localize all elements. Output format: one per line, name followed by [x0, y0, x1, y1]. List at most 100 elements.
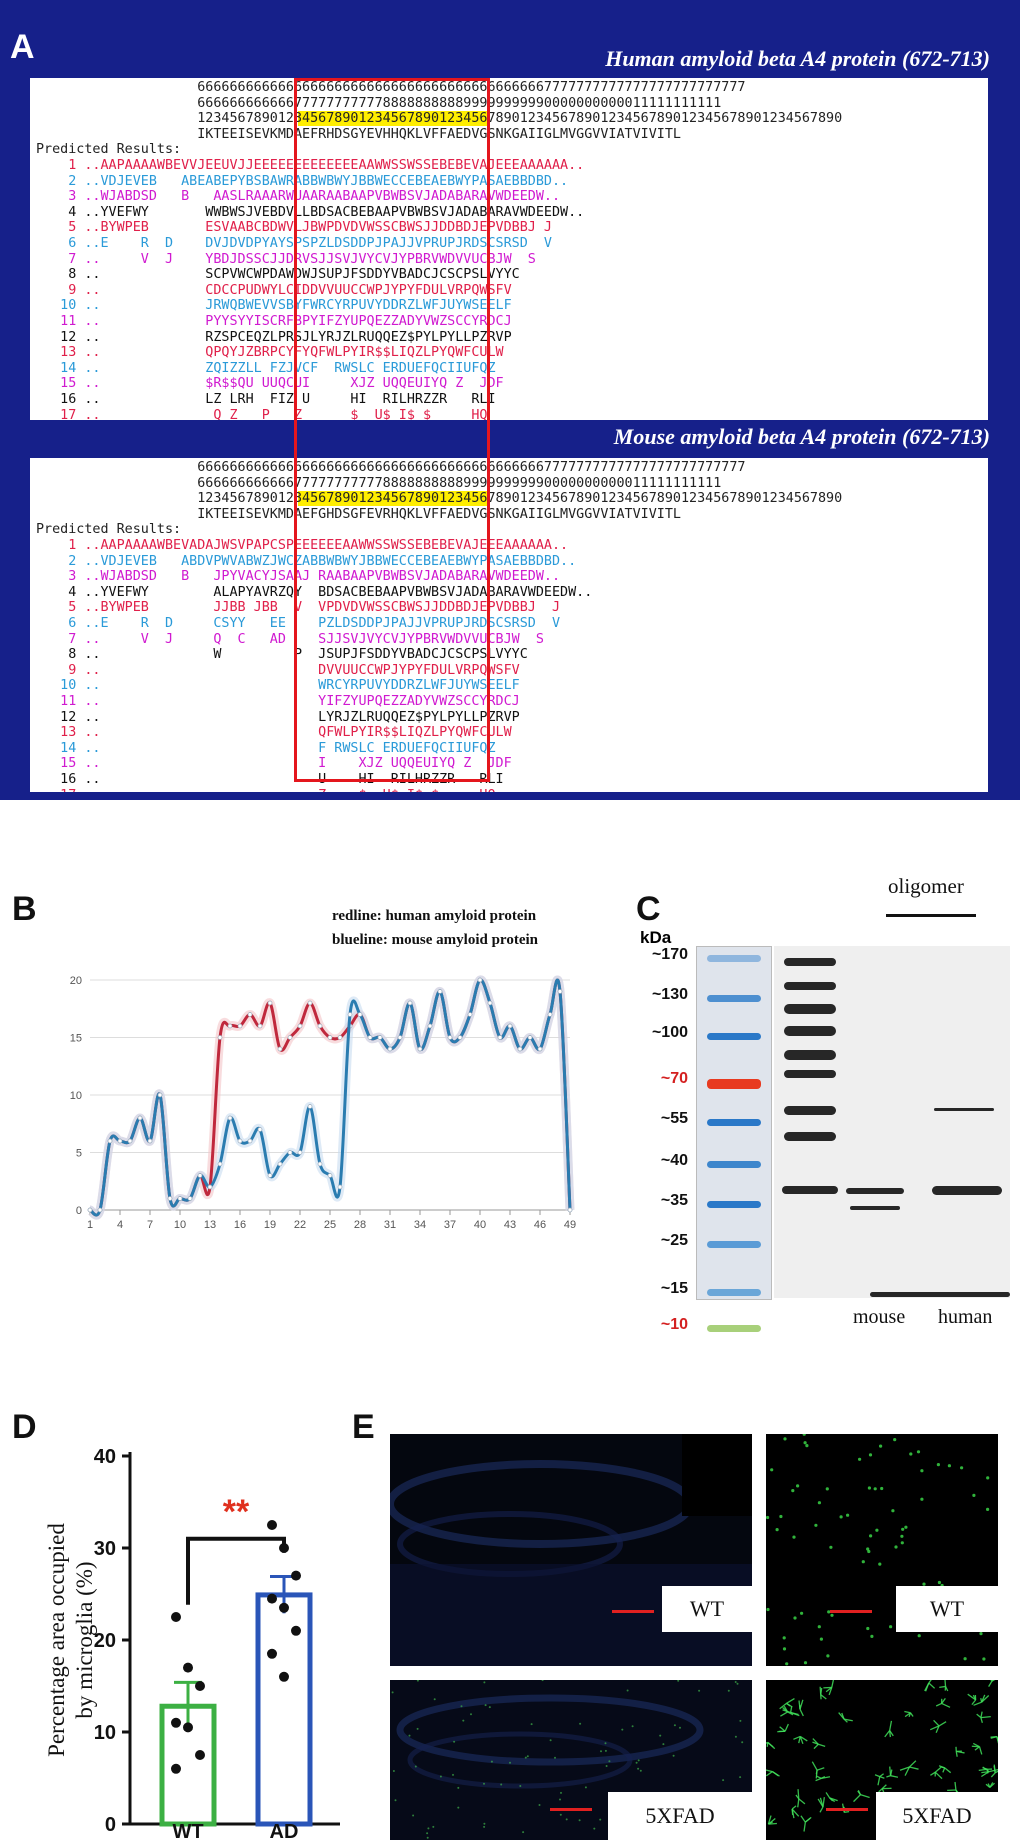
human-header-line: Predicted Results:: [36, 142, 182, 158]
microglia-cluster: [904, 1710, 914, 1718]
mouse-series-line: [89, 978, 572, 1217]
microglia-dot: [922, 1582, 926, 1586]
microglia-cluster: [795, 1789, 806, 1808]
legend-redline: redline: human amyloid protein: [332, 908, 537, 924]
microglia-dot: [621, 1728, 624, 1731]
x-tick-label: 25: [324, 1219, 336, 1231]
data-point: [117, 1138, 123, 1144]
microglia-dot: [869, 1534, 873, 1538]
data-point: [557, 989, 563, 994]
mouse-header-line: 6666666666667777777777788888888889999999…: [36, 475, 722, 491]
data-point: [347, 1012, 353, 1017]
microglia-dot: [960, 1466, 964, 1470]
microglia-dot: [541, 1680, 544, 1682]
microglia-dot: [779, 1514, 783, 1519]
microglia-cluster: [899, 1760, 919, 1776]
blot-band: [870, 1292, 1010, 1297]
microglia-cluster: [779, 1697, 795, 1710]
microglia-dot: [460, 1705, 463, 1708]
microglia-dot: [825, 1487, 829, 1491]
microglia-dot: [412, 1814, 415, 1817]
data-point: [237, 1138, 243, 1144]
data-point: [177, 1196, 183, 1201]
blot-band: [850, 1206, 900, 1210]
microglia-dot: [796, 1484, 800, 1488]
data-point: [267, 1648, 277, 1659]
data-point: [195, 1681, 205, 1691]
microglia-dot: [433, 1698, 436, 1701]
microglia-dot: [802, 1434, 806, 1436]
micrograph-label: WT: [896, 1586, 998, 1632]
data-point: [377, 1035, 383, 1040]
blot-band: [784, 982, 836, 990]
mouse-header-line: Predicted Results:: [36, 522, 182, 538]
microglia-dot: [805, 1444, 809, 1448]
microglia-cluster: [990, 1764, 998, 1778]
microglia-cluster: [924, 1680, 936, 1692]
microglia-cluster: [819, 1686, 827, 1700]
data-point: [97, 1207, 103, 1213]
data-point: [277, 1161, 283, 1167]
data-point: [407, 1000, 413, 1006]
microglia-dot: [637, 1767, 640, 1770]
data-point: [307, 1104, 313, 1109]
microglia-dot: [734, 1681, 737, 1683]
data-point: [267, 1520, 277, 1530]
x-tick-label: 16: [234, 1219, 246, 1231]
microglia-dot: [937, 1580, 941, 1585]
blot-band: [782, 1186, 838, 1194]
microglia-cluster: [938, 1765, 952, 1774]
human-prediction-row: 15 .. $R$$QU UUQCUI XJZ UQQEUIYQ Z JDF: [36, 376, 504, 392]
microglia-dot: [604, 1749, 607, 1752]
microglia-cluster: [823, 1680, 835, 1696]
microglia-dot: [565, 1818, 568, 1821]
microglia-dot: [416, 1727, 419, 1730]
western-blot-image: [774, 946, 1010, 1298]
microglia-cluster: [853, 1789, 870, 1803]
scale-bar: [612, 1610, 654, 1613]
kda-marker: ~70: [660, 1070, 688, 1087]
microglia-cluster: [791, 1805, 800, 1819]
panel-label-e: E: [352, 1408, 375, 1446]
blot-band: [784, 1132, 836, 1141]
tissue-texture: [390, 1434, 752, 1666]
microglia-dot: [698, 1689, 701, 1692]
microglia-dot: [867, 1549, 871, 1554]
micrograph-wt-high-mag: WT: [766, 1434, 998, 1666]
data-point: [171, 1612, 181, 1622]
microglia-dot: [891, 1509, 895, 1513]
data-point: [147, 1138, 153, 1144]
microglia-dot: [549, 1739, 552, 1742]
microglia-dot: [579, 1722, 582, 1725]
microglia-dot: [736, 1682, 739, 1685]
human-prediction-row: 6 ..E R D DVJDVDPYAYSPSPZLDSDDPJPAJJVPRU…: [36, 236, 552, 251]
ladder-band: [707, 1289, 761, 1296]
mouse-header-line: 1234567890123456789012345678901234567890…: [36, 491, 843, 507]
data-point: [167, 1196, 173, 1201]
ladder-band: [707, 1241, 761, 1248]
data-point: [287, 1035, 293, 1040]
microglia-dot: [677, 1680, 680, 1682]
microglia-dot: [600, 1750, 602, 1753]
legend-blueline: blueline: mouse amyloid protein: [332, 932, 538, 948]
blot-band: [846, 1188, 904, 1194]
x-tick-label: 13: [204, 1219, 216, 1231]
microglia-dot: [861, 1560, 865, 1564]
microglia-cluster: [985, 1782, 995, 1788]
microglia-dot: [530, 1723, 533, 1726]
microglia-dot: [416, 1680, 419, 1682]
microglia-dot: [867, 1486, 871, 1490]
microglia-dot: [986, 1476, 990, 1480]
data-point: [187, 1196, 193, 1201]
kda-marker: ~170: [651, 946, 688, 963]
y-tick-label: 15: [70, 1033, 82, 1045]
microglia-cluster: [793, 1735, 808, 1745]
microglia-dot: [875, 1528, 879, 1532]
x-tick-label: 22: [294, 1219, 306, 1231]
significance-stars: **: [223, 1493, 250, 1531]
mouse-prediction-row: 2 ..VDJEVEB ABDVPWVABWZJWCZABBWBWYJBBWEC…: [36, 553, 577, 569]
microglia-dot: [803, 1661, 808, 1665]
microglia-dot: [878, 1562, 882, 1566]
data-point: [247, 1012, 253, 1017]
kda-marker: ~130: [651, 986, 688, 1003]
